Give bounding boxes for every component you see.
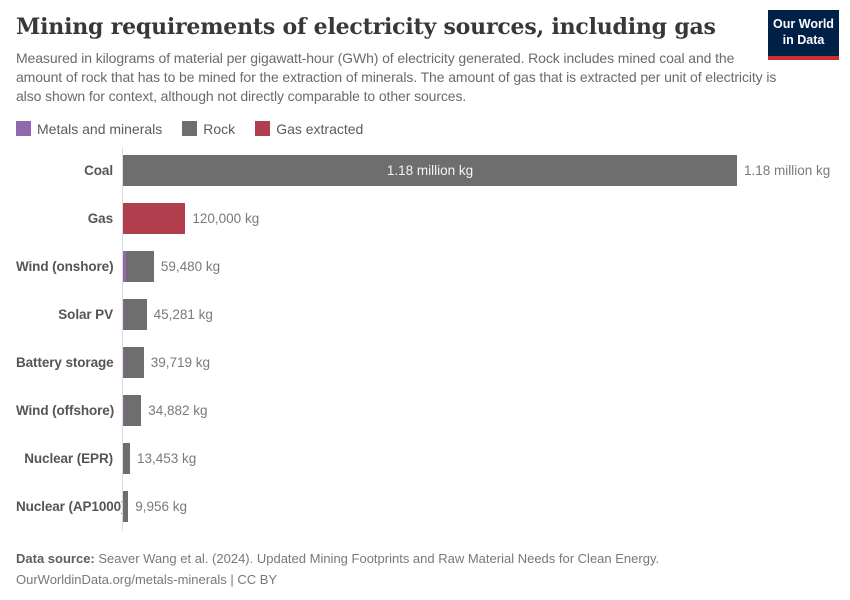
bar-inside-value-label: 1.18 million kg bbox=[386, 163, 474, 179]
bar-row-nuclear-ap1000: Nuclear (AP1000) 9,956 kg bbox=[16, 482, 834, 531]
bar-wind-onshore[interactable] bbox=[123, 251, 154, 283]
owid-logo[interactable]: Our World in Data bbox=[768, 10, 839, 60]
bar-area: 1.18 million kg 1.18 million kg bbox=[122, 146, 834, 195]
legend-swatch-rock bbox=[182, 121, 198, 137]
legend-label: Metals and minerals bbox=[37, 120, 163, 137]
bar-value-label: 45,281 kg bbox=[153, 307, 213, 323]
metals-segment bbox=[123, 251, 126, 283]
bar-area: 45,281 kg bbox=[122, 290, 834, 339]
chart-footer: Data source: Seaver Wang et al. (2024). … bbox=[16, 548, 834, 591]
legend: Metals and minerals Rock Gas extracted bbox=[16, 120, 834, 138]
legend-item-metals-and-minerals[interactable]: Metals and minerals bbox=[16, 121, 162, 137]
page-title: Mining requirements of electricity sourc… bbox=[16, 14, 716, 40]
bar-value-label: 59,480 kg bbox=[160, 259, 221, 275]
legend-label: Gas extracted bbox=[276, 120, 364, 137]
bar-solar-pv[interactable] bbox=[123, 299, 147, 331]
bar-value-label: 120,000 kg bbox=[192, 211, 260, 227]
bar-area: 34,882 kg bbox=[122, 386, 834, 435]
bar-area: 39,719 kg bbox=[122, 338, 834, 387]
data-source-line: Data source: Seaver Wang et al. (2024). … bbox=[16, 548, 834, 569]
category-label: Nuclear (EPR) bbox=[24, 451, 113, 467]
category-label: Coal bbox=[84, 163, 113, 179]
legend-item-rock[interactable]: Rock bbox=[182, 121, 235, 137]
legend-swatch-gas bbox=[255, 121, 271, 137]
metals-segment bbox=[123, 395, 124, 427]
bar-gas[interactable] bbox=[123, 203, 186, 235]
category-label: Gas bbox=[87, 211, 113, 227]
bar-area: 59,480 kg bbox=[122, 242, 834, 291]
bar-row-battery-storage: Battery storage 39,719 kg bbox=[16, 338, 834, 387]
category-label: Wind (onshore) bbox=[16, 259, 114, 275]
bar-nuclear-ap1000[interactable] bbox=[123, 491, 129, 523]
data-source-label: Data source: bbox=[16, 550, 95, 566]
bar-area: 120,000 kg bbox=[122, 194, 834, 243]
category-label: Solar PV bbox=[58, 307, 113, 323]
owid-logo-line2: in Data bbox=[782, 32, 825, 47]
chart-header: Mining requirements of electricity sourc… bbox=[16, 10, 839, 107]
metals-segment bbox=[123, 347, 124, 379]
bar-coal[interactable]: 1.18 million kg bbox=[123, 155, 737, 187]
bar-area: 9,956 kg bbox=[122, 482, 834, 531]
bar-value-label: 39,719 kg bbox=[150, 355, 210, 371]
category-label: Nuclear (AP1000) bbox=[16, 499, 126, 515]
category-label: Wind (offshore) bbox=[16, 403, 115, 419]
legend-swatch-metals bbox=[16, 121, 31, 137]
bar-row-wind-onshore: Wind (onshore) 59,480 kg bbox=[16, 242, 834, 291]
bar-nuclear-epr[interactable] bbox=[123, 443, 130, 475]
owid-logo-line1: Our World bbox=[773, 17, 834, 31]
bar-area: 13,453 kg bbox=[122, 434, 834, 483]
bar-row-nuclear-epr: Nuclear (EPR) 13,453 kg bbox=[16, 434, 834, 483]
bar-battery-storage[interactable] bbox=[123, 347, 144, 379]
bar-wind-offshore[interactable] bbox=[123, 395, 142, 427]
category-label: Battery storage bbox=[16, 355, 114, 371]
legend-label: Rock bbox=[203, 120, 236, 137]
bar-value-label: 1.18 million kg bbox=[744, 163, 831, 179]
bar-chart: Coal 1.18 million kg 1.18 million kg Gas 120… bbox=[16, 146, 834, 531]
bar-value-label: 9,956 kg bbox=[135, 499, 187, 515]
bar-value-label: 13,453 kg bbox=[137, 451, 197, 467]
data-source-text: Seaver Wang et al. (2024). Updated Minin… bbox=[94, 550, 660, 566]
bar-row-gas: Gas 120,000 kg bbox=[16, 194, 834, 243]
chart-subtitle: Measured in kilograms of material per gi… bbox=[16, 50, 777, 105]
owid-url-line[interactable]: OurWorldinData.org/metals-minerals | CC … bbox=[16, 571, 278, 587]
bar-value-label: 34,882 kg bbox=[148, 403, 208, 419]
bar-row-wind-offshore: Wind (offshore) 34,882 kg bbox=[16, 386, 834, 435]
bar-row-coal: Coal 1.18 million kg 1.18 million kg bbox=[16, 146, 834, 195]
legend-item-gas-extracted[interactable]: Gas extracted bbox=[255, 121, 363, 137]
bar-row-solar-pv: Solar PV 45,281 kg bbox=[16, 290, 834, 339]
metals-segment bbox=[123, 299, 124, 331]
